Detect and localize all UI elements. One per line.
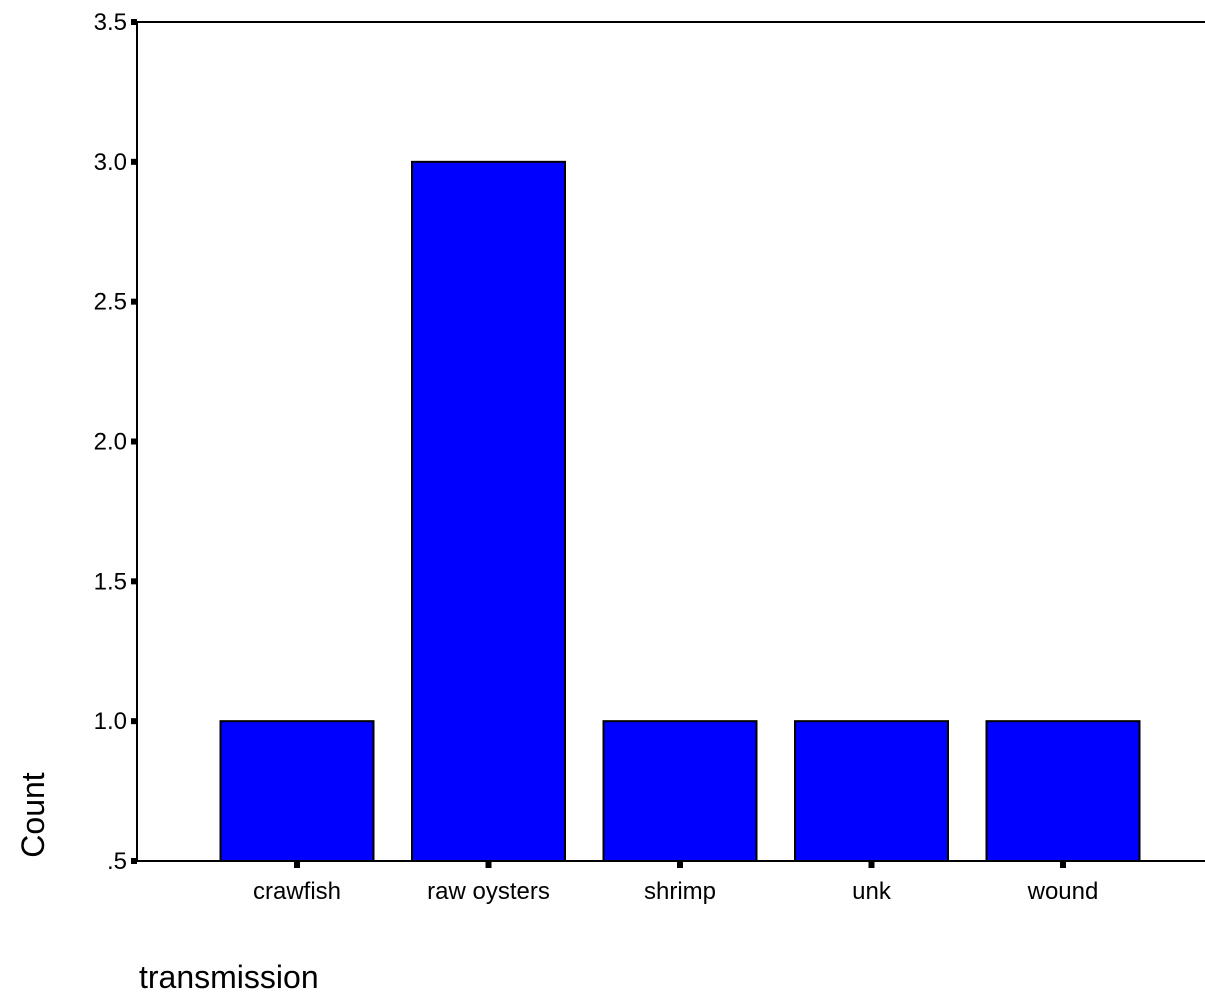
x-tick-label: raw oysters [427,878,550,905]
x-tick-mark [294,861,300,868]
y-axis-title: Count [15,772,51,858]
x-tick-label: crawfish [253,878,341,905]
bar-shrimp [602,720,758,863]
y-tick-mark [131,438,137,445]
x-tick-mark [1060,861,1066,868]
y-tick-label: 2.5 [94,289,127,316]
bars-layer [219,160,1141,863]
y-tick-label: .5 [107,848,127,875]
bar-unk [794,720,949,863]
y-tick-label: 3.5 [94,9,127,36]
x-tick-mark [868,861,875,868]
y-tick-mark [131,718,137,725]
y-tick-mark [131,298,137,305]
y-tick-mark [131,858,137,864]
bar-raw-oysters [411,160,566,863]
x-tick-mark [485,861,492,868]
y-tick-label: 2.0 [94,429,127,456]
x-axis-title: transmission [139,959,319,995]
ticks-layer: crawfish raw oysters shrimp unk wound .5 1.0 1.… [94,9,1099,905]
x-tick-label: unk [852,878,892,905]
x-tick-mark [677,861,683,868]
y-tick-label: 1.5 [94,568,127,595]
bar-wound [985,720,1141,863]
y-tick-label: 3.0 [94,149,127,176]
y-tick-label: 1.0 [94,708,127,735]
y-tick-mark [131,578,137,585]
y-tick-mark [131,158,137,165]
y-tick-mark [131,19,137,25]
bar-crawfish [219,720,375,863]
x-tick-label: shrimp [644,878,716,905]
x-tick-label: wound [1027,878,1099,905]
